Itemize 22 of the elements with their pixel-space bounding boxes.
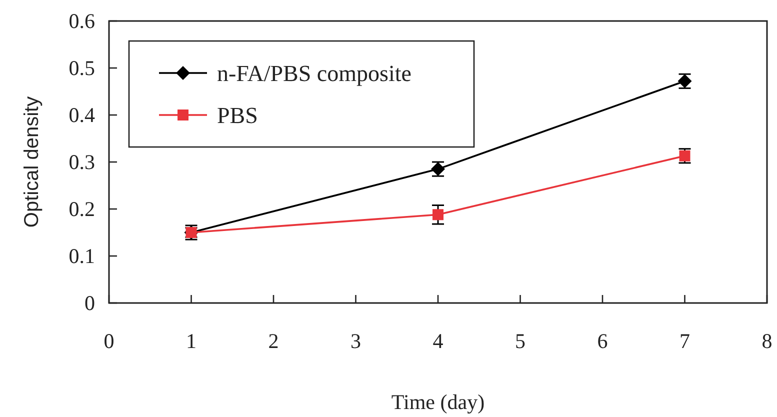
x-tick-label: 0 [104,329,114,353]
legend-label: n-FA/PBS composite [217,61,412,86]
x-tick-label: 7 [680,329,690,353]
legend-label: PBS [217,103,258,128]
point [679,150,690,162]
y-axis-title: Optical density [21,96,43,228]
y-tick-label: 0.4 [68,103,96,127]
point [432,209,444,220]
x-tick-label: 3 [350,329,361,353]
x-tick-label: 8 [762,329,772,353]
y-tick-label: 0 [84,291,95,315]
y-tick-label: 0.6 [68,9,95,33]
y-tick-label: 0.5 [68,56,95,80]
x-tick-label: 6 [597,329,608,353]
x-tick-label: 4 [432,329,444,353]
x-tick-label: 2 [268,329,279,353]
y-tick-label: 0.3 [68,150,95,174]
x-tick-label: 1 [186,329,196,353]
y-tick-label: 0.2 [68,197,95,221]
x-tick-label: 5 [515,329,526,353]
y-tick-label: 0.1 [68,244,95,268]
x-axis-title: Time (day) [391,390,485,414]
